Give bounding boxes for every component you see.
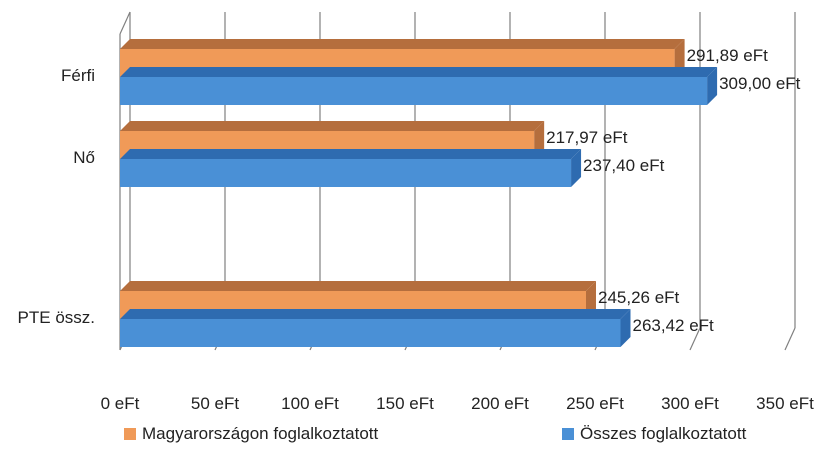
legend-swatch-osszes <box>562 428 574 440</box>
data-label-1-1: 237,40 eFt <box>583 156 665 175</box>
x-tick-label-2: 100 eFt <box>281 394 339 413</box>
legend: Magyarországon foglalkoztatott Összes fo… <box>0 424 835 450</box>
legend-label-magyarorszagon: Magyarországon foglalkoztatott <box>142 424 379 443</box>
bar-top-0-0 <box>120 39 685 49</box>
bar-end-1-1 <box>571 149 582 187</box>
legend-label-osszes: Összes foglalkoztatott <box>580 424 747 443</box>
data-label-1-2: 263,42 eFt <box>632 316 714 335</box>
x-tick-label-0: 0 eFt <box>101 394 140 413</box>
data-label-1-0: 309,00 eFt <box>719 74 801 93</box>
bar-top-1-0 <box>120 67 718 77</box>
data-label-0-2: 245,26 eFt <box>598 288 680 307</box>
gridline-diag-6 <box>689 327 701 351</box>
category-label-1: Nő <box>73 148 95 167</box>
category-label-2: PTE össz. <box>18 308 95 327</box>
x-tick-label-6: 300 eFt <box>661 394 719 413</box>
bar-top-1-2 <box>120 309 631 319</box>
category-label-0: Férfi <box>61 66 95 85</box>
x-tick-label-5: 250 eFt <box>566 394 624 413</box>
bar-top-0-2 <box>120 281 596 291</box>
bar-1-2 <box>120 319 621 347</box>
bar-end-1-2 <box>620 309 631 347</box>
x-tick-label-1: 50 eFt <box>191 394 239 413</box>
bar-top-0-1 <box>120 121 545 131</box>
data-label-0-0: 291,89 eFt <box>687 46 769 65</box>
gridline-diag-7 <box>784 327 796 351</box>
x-tick-label-7: 350 eFt <box>756 394 814 413</box>
legend-item-magyarorszagon: Magyarországon foglalkoztatott <box>124 424 378 444</box>
bar-1-1 <box>120 159 572 187</box>
legend-item-osszes: Összes foglalkoztatott <box>562 424 746 444</box>
x-tick-label-4: 200 eFt <box>471 394 529 413</box>
bar-top-1-1 <box>120 149 582 159</box>
x-tick-label-3: 150 eFt <box>376 394 434 413</box>
side-wall-top-edge <box>119 11 131 35</box>
bar-end-1-0 <box>707 67 718 105</box>
bar-1-0 <box>120 77 708 105</box>
legend-swatch-magyarorszagon <box>124 428 136 440</box>
data-label-0-1: 217,97 eFt <box>546 128 628 147</box>
